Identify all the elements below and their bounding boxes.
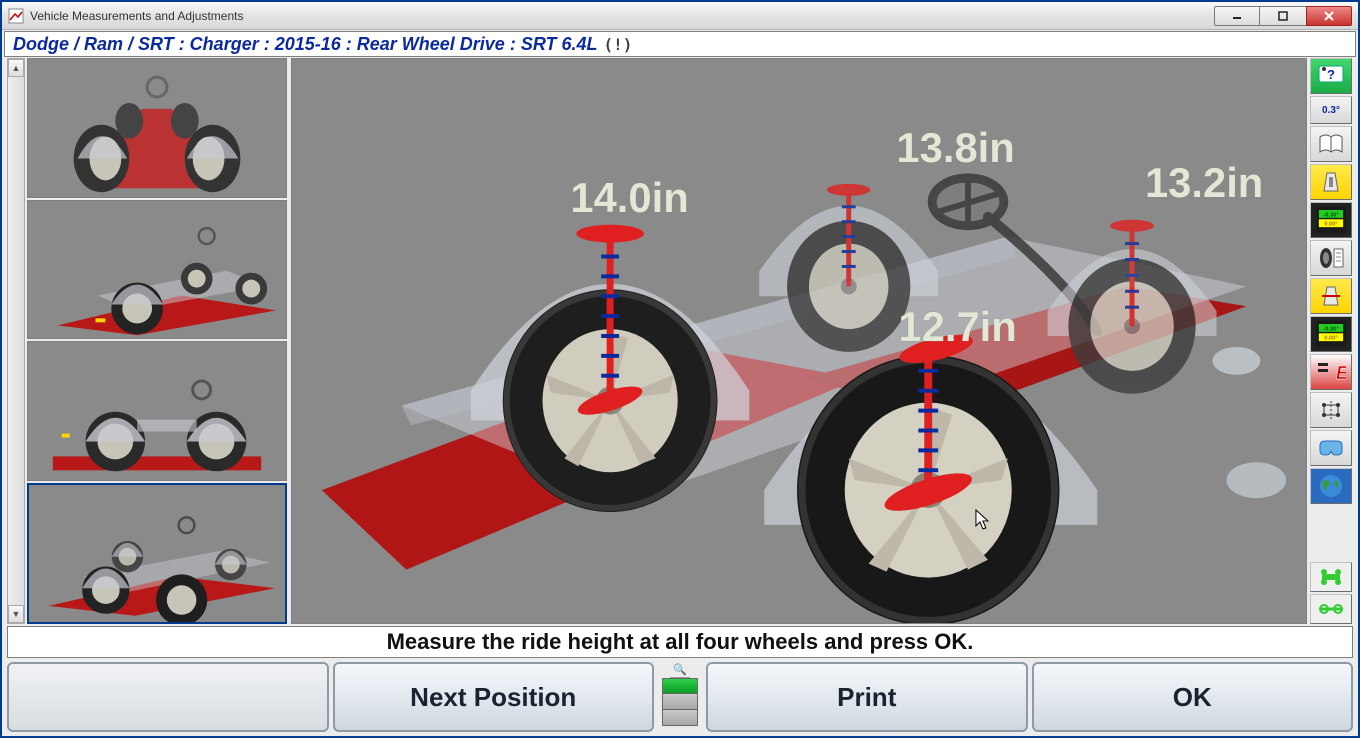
print-button[interactable]: Print (706, 662, 1028, 732)
ok-button[interactable]: OK (1032, 662, 1354, 732)
ok-label: OK (1173, 682, 1212, 713)
tool-goggles-button[interactable] (1310, 430, 1352, 466)
app-icon (8, 8, 24, 24)
right-toolbar: ? 0.3° -0.30° 0.00° -0.30° 0.00° E (1309, 58, 1353, 624)
tool-globe-button[interactable] (1310, 468, 1352, 504)
tool-display-1-button[interactable]: -0.30° 0.00° (1310, 202, 1352, 238)
tool-chassis-top-button[interactable] (1310, 562, 1352, 592)
measure-front-left-label: 14.0in (570, 174, 688, 221)
tool-axis-button[interactable] (1310, 392, 1352, 428)
svg-text:E: E (1336, 363, 1346, 383)
close-button[interactable] (1306, 6, 1352, 26)
bottom-blank-button[interactable] (7, 662, 329, 732)
vehicle-description: Dodge / Ram / SRT : Charger : 2015-16 : … (13, 34, 598, 55)
next-position-label: Next Position (410, 682, 576, 713)
tpms-icon: (!) (604, 35, 633, 54)
tool-angle-indicator[interactable]: 0.3° (1310, 96, 1352, 124)
measure-front-right-label: 12.7in (898, 303, 1016, 350)
next-position-button[interactable]: Next Position (333, 662, 655, 732)
scroll-up-button[interactable]: ▲ (8, 59, 24, 77)
center-indicator: 🔍 (658, 662, 702, 732)
scroll-down-button[interactable]: ▼ (8, 605, 24, 623)
tool-chassis-side-button[interactable] (1310, 594, 1352, 624)
svg-text:-0.30°: -0.30° (1323, 212, 1339, 218)
thumbnail-view-rear[interactable] (27, 58, 287, 198)
svg-text:?: ? (1327, 67, 1335, 82)
tool-tire-info-button[interactable] (1310, 240, 1352, 276)
maximize-button[interactable] (1260, 6, 1306, 26)
print-label: Print (837, 682, 896, 713)
titlebar: Vehicle Measurements and Adjustments (2, 2, 1358, 30)
tool-display-2-button[interactable]: -0.30° 0.00° (1310, 316, 1352, 352)
status-led-gray-2 (662, 710, 698, 726)
tool-sensor-yellow-2-button[interactable] (1310, 278, 1352, 314)
svg-text:0.00°: 0.00° (1324, 336, 1338, 342)
window-title: Vehicle Measurements and Adjustments (30, 9, 243, 23)
tool-help-button[interactable]: ? (1310, 58, 1352, 94)
minimize-button[interactable] (1214, 6, 1260, 26)
instruction-bar: Measure the ride height at all four whee… (7, 626, 1353, 658)
svg-text:0.00°: 0.00° (1324, 222, 1338, 228)
thumbnail-scrollbar[interactable]: ▲ ▼ (7, 58, 25, 624)
main-3d-view[interactable]: 14.0in 13.8in 13.2in 12.7in (291, 58, 1307, 624)
thumbnail-view-side[interactable] (27, 341, 287, 481)
measure-rear-right-label: 13.2in (1145, 159, 1263, 206)
instruction-text: Measure the ride height at all four whee… (387, 629, 974, 655)
tool-book-button[interactable] (1310, 126, 1352, 162)
status-led-green (662, 678, 698, 694)
svg-text:-0.30°: -0.30° (1323, 326, 1339, 332)
minimize-icon (1232, 11, 1242, 21)
thumbnail-view-iso-1[interactable] (27, 200, 287, 340)
thumbnail-strip (27, 58, 287, 624)
thumbnail-view-iso-2[interactable] (27, 483, 287, 625)
main-area: ▲ ▼ (7, 58, 1353, 624)
bottom-button-bar: Next Position 🔍 Print OK (7, 662, 1353, 732)
window-controls (1214, 6, 1352, 26)
maximize-icon (1278, 11, 1288, 21)
angle-value: 0.3° (1322, 105, 1340, 116)
vehicle-info-bar: Dodge / Ram / SRT : Charger : 2015-16 : … (4, 31, 1356, 57)
close-icon (1324, 11, 1334, 21)
magnifier-icon[interactable]: 🔍 (670, 662, 690, 678)
status-led-gray-1 (662, 694, 698, 710)
tool-express-button[interactable]: E (1310, 354, 1352, 390)
tool-sensor-yellow-1-button[interactable] (1310, 164, 1352, 200)
measure-rear-left-label: 13.8in (896, 124, 1014, 171)
